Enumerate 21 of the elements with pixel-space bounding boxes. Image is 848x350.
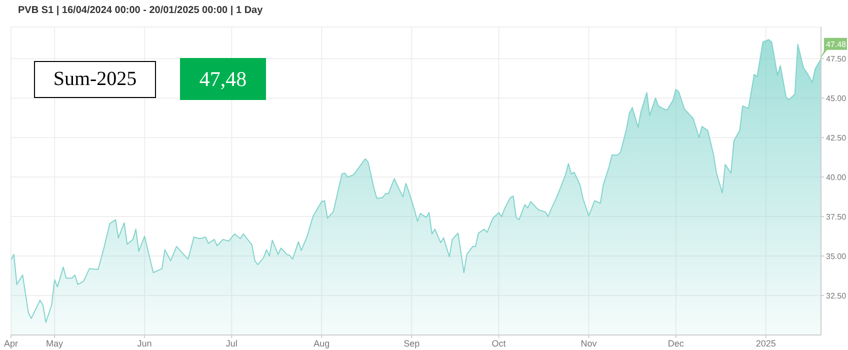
annotation: 47,48 (180, 58, 266, 100)
x-tick-label: 2025 (756, 338, 776, 348)
x-tick-label: Apr (4, 338, 18, 348)
x-tick-label: Aug (314, 338, 330, 348)
x-tick-label: May (46, 338, 64, 348)
x-tick-label: Dec (668, 338, 684, 348)
y-tick-label: 47.50 (826, 54, 847, 64)
x-tick-label: Oct (492, 338, 506, 348)
chart-title: PVB S1 | 16/04/2024 00:00 - 20/01/2025 00:00 | 1 Day (18, 5, 263, 16)
x-tick-label: Jul (226, 338, 238, 348)
y-tick-label: 32.50 (826, 291, 847, 300)
y-tick-label: 42.50 (826, 133, 847, 142)
y-tick-label: 35.00 (826, 252, 847, 261)
y-tick-label: 40.00 (826, 172, 847, 182)
y-tick-label: 37.50 (826, 212, 847, 222)
annotation: 47.48 (826, 40, 847, 49)
x-tick-label: Jun (137, 338, 152, 348)
y-tick-label: 45.00 (826, 94, 847, 103)
annotation: Sum-2025 (34, 61, 156, 98)
x-tick-label: Sep (404, 338, 420, 348)
x-tick-label: Nov (580, 338, 598, 348)
